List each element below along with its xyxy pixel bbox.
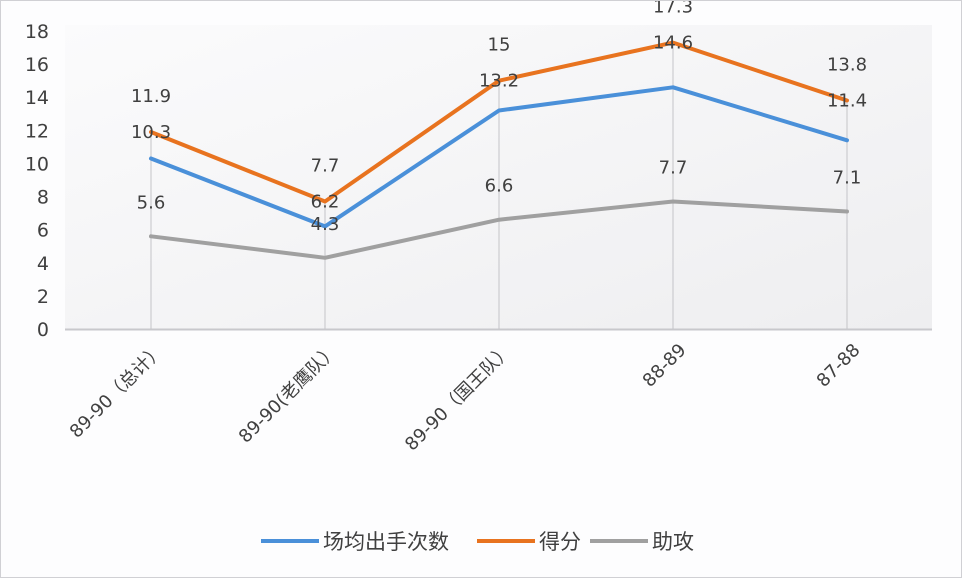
data-labels: 11.9 10.3 5.6 7.7 6.24.3 15 13.2 6.6 17.3 14.6 7.7…	[131, 1, 867, 235]
series-line-2	[149, 199, 849, 260]
x-category-label: 89-90（总计）	[66, 340, 169, 443]
y-tick-label: 4	[37, 253, 49, 275]
x-category-label: 88-89	[639, 340, 691, 392]
data-label-assists: 4.3	[311, 214, 340, 235]
data-label-shots: 10.3	[131, 122, 171, 143]
data-label-assists: 7.7	[659, 158, 688, 179]
legend-label-1: 得分	[539, 530, 581, 554]
y-axis: 0 2 4 6 8 10 12 14 16 18	[25, 21, 49, 341]
y-tick-label: 16	[25, 54, 49, 76]
data-label-shots: 6.2	[311, 192, 340, 213]
x-category-label: 87-88	[813, 340, 865, 392]
y-tick-label: 8	[37, 187, 49, 209]
x-category-label: 89-90（国王队）	[401, 340, 516, 455]
y-tick-label: 6	[37, 220, 49, 242]
x-category-label: 89-90(老鹰队）	[235, 340, 343, 448]
data-label-assists: 7.1	[833, 167, 862, 188]
legend-label-0: 场均出手次数	[323, 530, 449, 554]
data-label-shots: 11.4	[827, 91, 867, 112]
data-label-points: 15	[488, 35, 511, 56]
y-tick-label: 2	[37, 286, 49, 308]
data-label-points: 7.7	[311, 156, 340, 177]
data-label-shots: 14.6	[653, 33, 693, 54]
y-tick-label: 14	[25, 87, 49, 109]
data-label-shots: 13.2	[479, 71, 519, 92]
series-line-1	[149, 40, 849, 204]
y-tick-label: 10	[25, 153, 49, 175]
legend-label-2: 助攻	[652, 530, 694, 554]
data-label-points: 11.9	[131, 86, 171, 107]
y-tick-label: 18	[25, 21, 49, 43]
series-line-0	[149, 85, 849, 229]
x-axis-categories: 89-90（总计） 89-90(老鹰队） 89-90（国王队） 88-89 87-88	[66, 340, 865, 455]
y-tick-label: 12	[25, 120, 49, 142]
y-tick-label: 0	[37, 319, 49, 341]
data-label-points: 17.3	[653, 1, 693, 18]
data-label-points: 13.8	[827, 55, 867, 76]
data-label-assists: 5.6	[137, 192, 166, 213]
data-label-assists: 6.6	[485, 176, 514, 197]
series-lines	[149, 40, 849, 260]
category-gridlines	[150, 42, 848, 329]
legend: 场均出手次数 得分 助攻	[261, 530, 694, 554]
